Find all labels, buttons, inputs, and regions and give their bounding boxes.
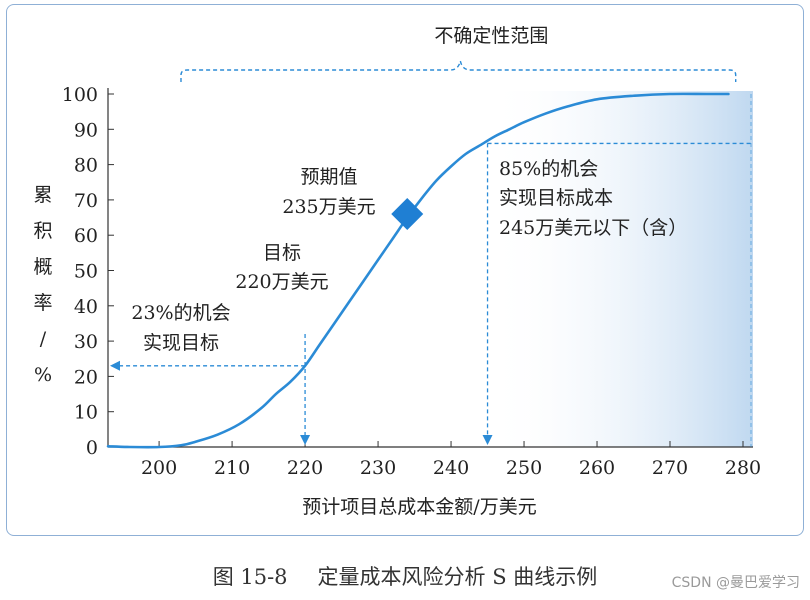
shaded-region [487, 91, 753, 447]
y-tick-label: 40 [74, 296, 98, 318]
x-tick-label: 230 [360, 457, 396, 479]
expected-value-amount: 235万美元 [282, 196, 375, 218]
expected-value-label: 预期值 [300, 166, 357, 188]
s-curve-line [106, 92, 730, 449]
chance-23-text: 实现目标 [143, 332, 219, 354]
x-tick-label: 210 [214, 457, 250, 479]
x-axis-label: 预计项目总成本金额/万美元 [302, 496, 536, 518]
y-tick-label: 60 [74, 225, 98, 247]
y-tick-label: 20 [74, 366, 98, 388]
caption-text: 定量成本风险分析 S 曲线示例 [317, 565, 598, 589]
figure-caption: 图 15-8 定量成本风险分析 S 曲线示例 [0, 561, 810, 591]
caption-number: 图 15-8 [212, 565, 288, 589]
x-tick-label: 270 [652, 457, 688, 479]
figure-panel: 0 10 20 30 40 50 60 70 80 90 100 200 210 220 230 240 250… [6, 4, 804, 536]
chance-23-label: 23%的机会 [131, 302, 230, 324]
chart-title: 不确定性范围 [434, 25, 548, 47]
x-tick-label: 250 [506, 457, 542, 479]
x-tick-label: 280 [725, 457, 761, 479]
y-tick-label: 80 [74, 155, 98, 177]
chance-85-text: 实现目标成本 [499, 187, 613, 209]
expected-value-marker [391, 198, 424, 231]
watermark: CSDN @曼巴爱学习 [671, 575, 800, 591]
y-tick-label: 50 [74, 261, 98, 283]
arrow-head-23 [110, 360, 120, 371]
y-tick-label: 0 [86, 437, 98, 459]
s-curve-chart: 0 10 20 30 40 50 60 70 80 90 100 200 210 220 230 240 250… [33, 25, 761, 518]
x-tick-label: 240 [433, 457, 469, 479]
chance-85-label: 85%的机会 [499, 158, 598, 180]
target-label: 目标 [263, 242, 301, 264]
arrow-head-245 [482, 435, 493, 445]
x-tick-label: 220 [287, 457, 323, 479]
y-tick-label: 90 [74, 119, 98, 141]
y-tick-label: 30 [74, 331, 98, 353]
target-amount: 220万美元 [235, 271, 328, 293]
chance-85-amount: 245万美元以下（含） [499, 217, 687, 239]
y-tick-label: 10 [74, 402, 98, 424]
uncertainty-brace [180, 60, 737, 82]
x-tick-label: 200 [141, 457, 177, 479]
y-axis-label: 累积概率/% [33, 184, 52, 386]
y-tick-label: 70 [74, 190, 98, 212]
y-tick-label: 100 [62, 84, 98, 106]
x-tick-label: 260 [579, 457, 615, 479]
arrow-head-220 [300, 435, 311, 445]
